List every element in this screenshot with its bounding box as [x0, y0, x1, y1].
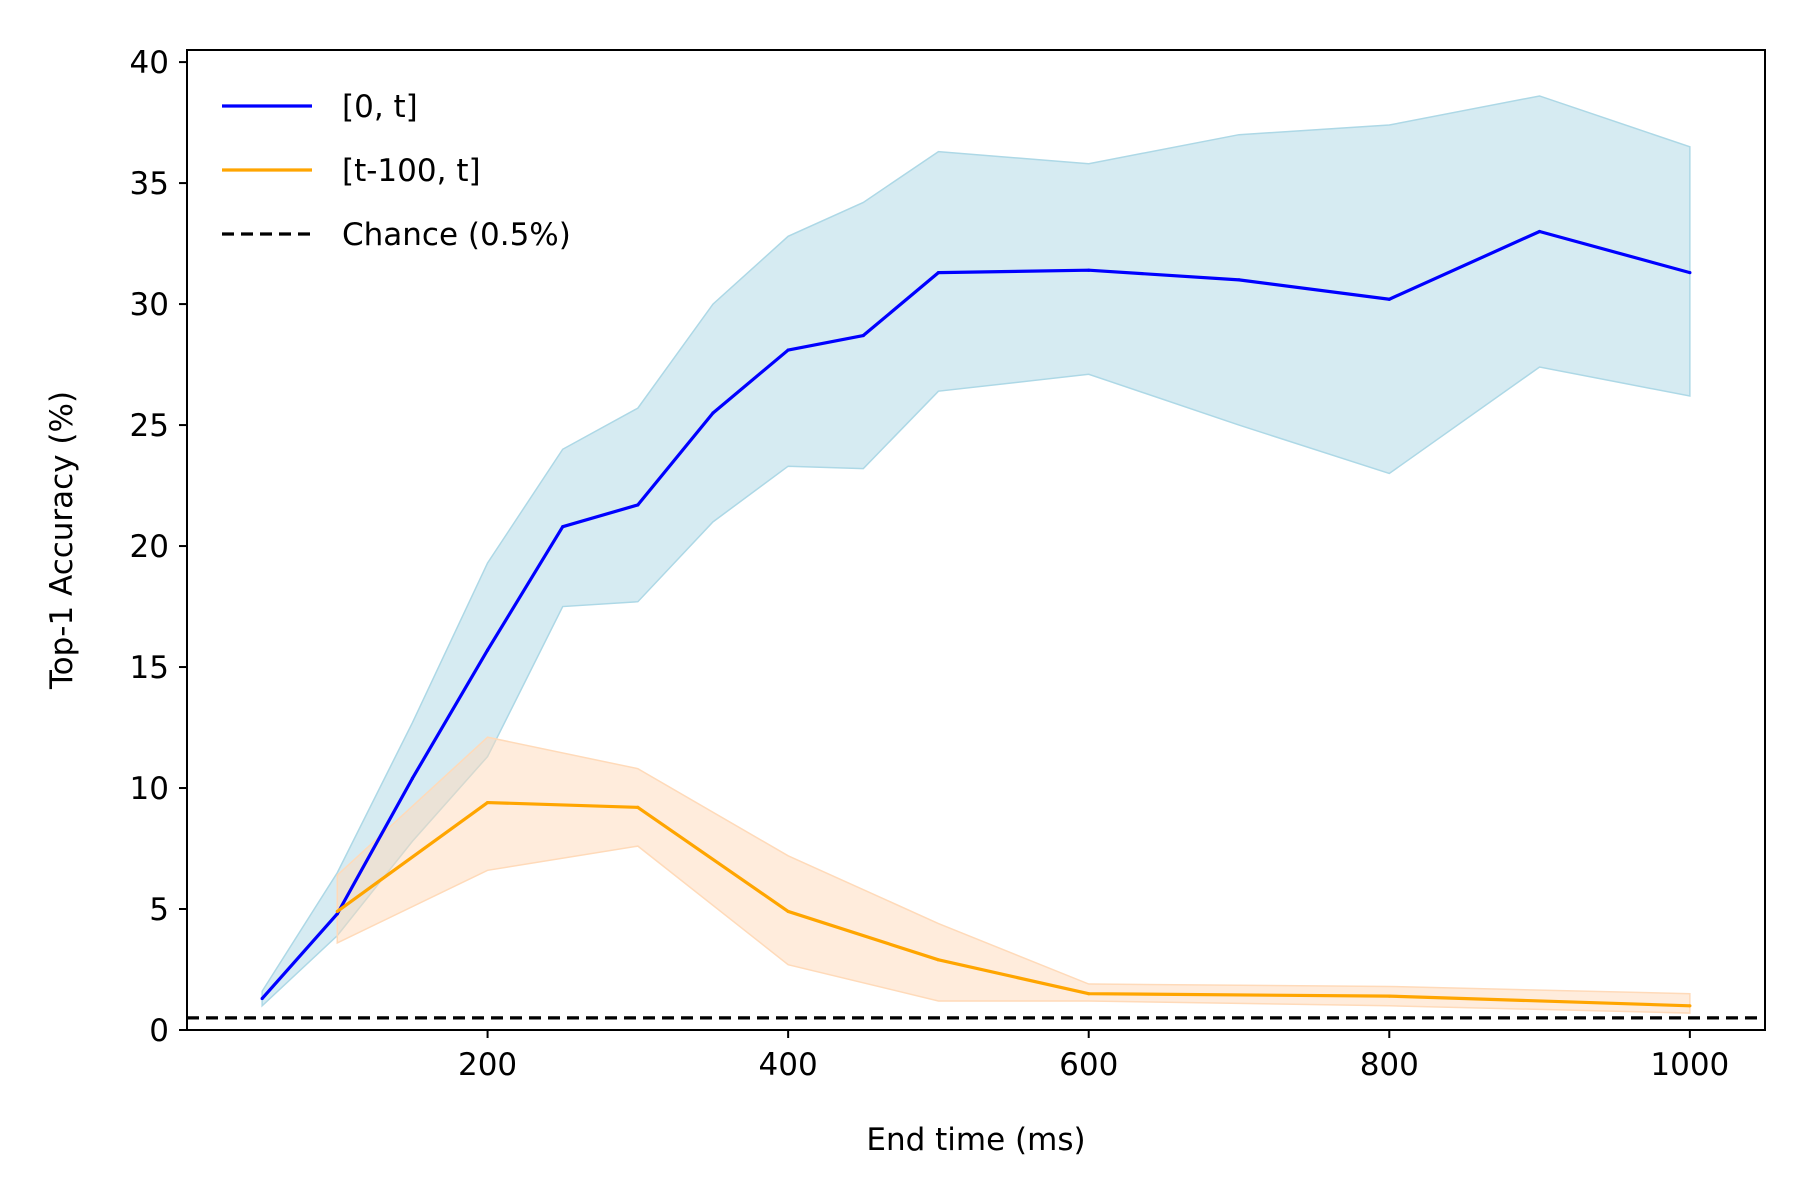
y-tick-label: 35 [130, 166, 169, 202]
x-tick-label: 1000 [1650, 1047, 1729, 1083]
x-tick-label: 400 [759, 1047, 818, 1083]
y-tick-label: 15 [130, 650, 169, 686]
data-point [485, 648, 490, 652]
y-tick-label: 20 [130, 529, 169, 565]
series-lines [260, 229, 1692, 1008]
y-axis-ticks: 0 5 10 15 20 25 30 35 40 [130, 45, 187, 1049]
data-point [861, 333, 865, 338]
data-point [1537, 229, 1542, 234]
x-axis-ticks: 200 400 600 800 1000 [458, 1030, 1729, 1083]
confidence-band-0 [261, 95, 1691, 1008]
data-point [335, 912, 339, 916]
y-tick-label: 25 [130, 408, 169, 444]
confidence-bands [261, 95, 1691, 1014]
legend-entry: [t-100, t] [222, 153, 481, 189]
data-point [936, 271, 941, 275]
y-tick-label: 30 [130, 287, 169, 323]
data-point [260, 996, 264, 1001]
data-point [1688, 1004, 1692, 1008]
legend-label: [t-100, t] [342, 153, 481, 189]
x-axis-title: End time (ms) [866, 1122, 1085, 1158]
data-point [335, 909, 339, 914]
data-point [786, 909, 790, 914]
legend-entry: Chance (0.5%) [222, 217, 571, 253]
legend-label: Chance (0.5%) [342, 217, 571, 253]
x-tick-label: 600 [1059, 1047, 1118, 1083]
y-axis-title: Top-1 Accuracy (%) [44, 391, 80, 690]
data-point [636, 805, 640, 809]
data-point [410, 776, 415, 780]
legend-entry: [0, t] [222, 89, 418, 125]
y-tick-label: 10 [130, 771, 169, 807]
legend-label: [0, t] [342, 89, 418, 125]
data-point [1087, 992, 1091, 996]
data-point [1688, 271, 1692, 275]
data-point [636, 503, 640, 507]
series-line-1 [336, 800, 1690, 1008]
y-tick-label: 0 [149, 1013, 169, 1049]
confidence-band-1 [336, 736, 1691, 1014]
x-tick-label: 800 [1360, 1047, 1419, 1083]
y-tick-label: 5 [149, 892, 169, 928]
data-point [711, 411, 715, 415]
data-point [1087, 268, 1091, 272]
data-point [786, 348, 790, 352]
data-point [485, 800, 490, 805]
data-point [1237, 278, 1241, 282]
data-point [1387, 994, 1391, 998]
data-point [561, 525, 565, 529]
data-point [936, 958, 941, 962]
plot-frame [186, 49, 1766, 1031]
x-tick-label: 200 [458, 1047, 517, 1083]
y-tick-label: 40 [130, 45, 169, 81]
legend: [0, t] [t-100, t] Chance (0.5%) [222, 89, 571, 253]
data-point [1387, 297, 1391, 301]
